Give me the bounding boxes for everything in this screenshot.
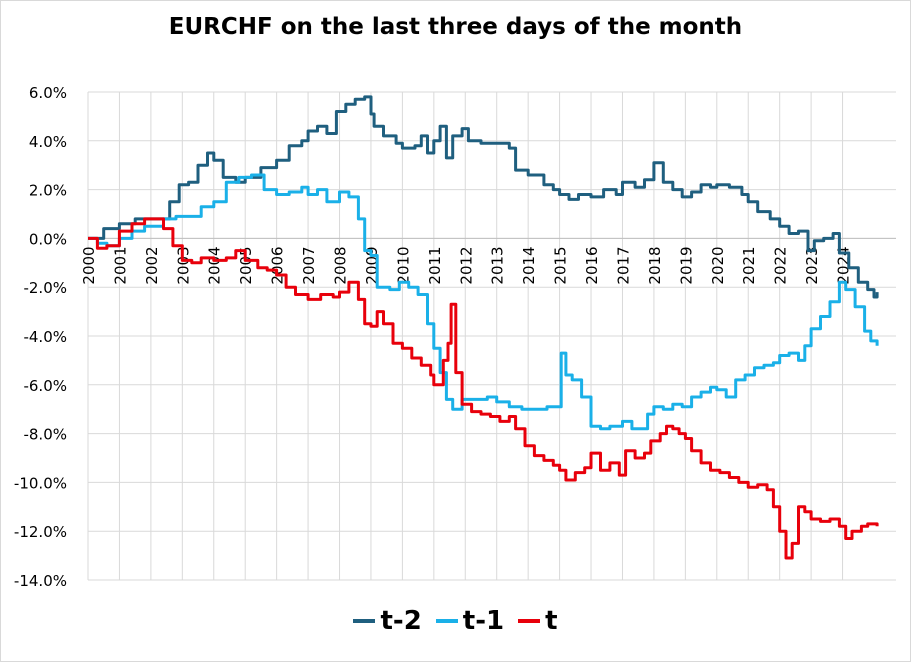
y-tick-label: 0.0% — [29, 230, 67, 248]
series-lines — [88, 95, 879, 560]
legend-item-t-1: t-1 — [435, 606, 505, 636]
legend-label: t-2 — [380, 606, 422, 636]
x-tick-label: 2020 — [709, 246, 727, 284]
series-line-t-1 — [88, 173, 879, 431]
y-axis: 6.0% 4.0% 2.0% 0.0% -2.0% -4.0% -6.0% -8.0% -10.… — [14, 84, 67, 590]
x-axis: 2000 2001 2002 2003 2004 2005 2006 2007 2008 2009… — [80, 246, 853, 284]
y-tick-label: -10.0% — [14, 474, 67, 492]
x-tick-label: 2013 — [489, 246, 507, 284]
x-tick-label: 2022 — [772, 246, 790, 284]
x-tick-label: 2011 — [426, 246, 444, 284]
x-tick-label: 2007 — [300, 246, 318, 284]
x-tick-label: 2014 — [520, 246, 538, 284]
x-tick-label: 2008 — [332, 246, 350, 284]
chart-title: EURCHF on the last three days of the mon… — [168, 14, 743, 40]
x-tick-label: 2000 — [80, 246, 98, 284]
x-tick-label: 2015 — [552, 246, 570, 284]
x-tick-label: 2004 — [206, 246, 224, 284]
y-tick-label: -8.0% — [23, 426, 67, 444]
y-tick-label: -4.0% — [23, 328, 67, 346]
x-tick-label: 2021 — [740, 246, 758, 284]
y-tick-label: 4.0% — [29, 133, 67, 151]
y-tick-label: -12.0% — [14, 523, 67, 541]
x-tick-label: 2023 — [803, 246, 821, 284]
y-tick-label: -2.0% — [23, 279, 67, 297]
x-tick-label: 2001 — [111, 246, 129, 284]
x-tick-label: 2002 — [143, 246, 161, 284]
x-tick-label: 2010 — [394, 246, 412, 284]
y-tick-label: -14.0% — [14, 572, 67, 590]
y-tick-label: -6.0% — [23, 377, 67, 395]
x-tick-label: 2005 — [237, 246, 255, 284]
legend-label: t — [545, 606, 558, 636]
legend: t-2 t-1 t — [0, 606, 911, 636]
x-tick-label: 2003 — [174, 246, 192, 284]
x-tick-label: 2006 — [269, 246, 287, 284]
legend-item-t-2: t-2 — [353, 606, 422, 636]
legend-swatch — [353, 619, 376, 623]
x-tick-label: 2016 — [583, 246, 601, 284]
plot-area: 6.0% 4.0% 2.0% 0.0% -2.0% -4.0% -6.0% -8.0% -10.… — [14, 84, 896, 590]
y-tick-label: 6.0% — [29, 84, 67, 102]
x-tick-label: 2018 — [646, 246, 664, 284]
y-tick-label: 2.0% — [29, 182, 67, 200]
legend-swatch — [435, 619, 458, 623]
legend-label: t-1 — [462, 606, 505, 636]
series-line-t — [88, 217, 879, 560]
x-tick-label: 2019 — [677, 246, 695, 284]
x-tick-label: 2017 — [614, 246, 632, 284]
series-line-t-2 — [88, 95, 879, 299]
legend-item-t: t — [518, 606, 558, 636]
legend-swatch — [518, 619, 541, 623]
x-tick-label: 2012 — [457, 246, 475, 284]
